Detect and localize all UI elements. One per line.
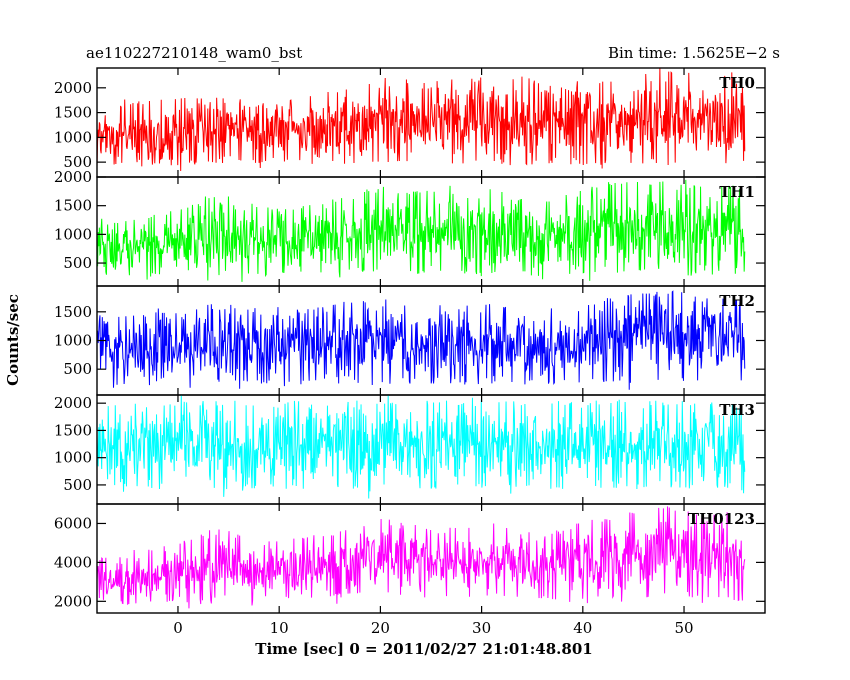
y-tick-label: 500 [63, 476, 92, 494]
x-axis-label: Time [sec] 0 = 2011/02/27 21:01:48.801 [255, 640, 592, 658]
y-tick-label: 1000 [54, 225, 92, 243]
x-tick-label: 50 [674, 619, 693, 637]
series-name-label: TH0 [719, 74, 755, 92]
y-tick-label: 500 [63, 153, 92, 171]
series-line-th3 [96, 394, 746, 499]
y-axis-label: Counts/sec [4, 294, 22, 386]
y-tick-label: 2000 [54, 394, 92, 412]
series-line-th1 [96, 179, 746, 282]
y-tick-label: 1500 [54, 303, 92, 321]
series-name-label: TH1 [719, 183, 755, 201]
y-tick-label: 2000 [54, 592, 92, 610]
y-tick-label: 6000 [54, 514, 92, 532]
x-axis: 0 10 20 30 40 50 [173, 619, 693, 637]
y-tick-label: 500 [63, 360, 92, 378]
panel-frame [96, 503, 766, 614]
x-tick-label: 40 [573, 619, 592, 637]
y-tick-label: 2000 [54, 79, 92, 97]
series-line-th2 [96, 290, 746, 390]
x-tick-label: 10 [270, 619, 289, 637]
x-tick-label: 0 [173, 619, 183, 637]
y-tick-label: 1500 [54, 104, 92, 122]
panel-th3: 500 1000 1500 2000 TH3 [54, 394, 766, 505]
series-name-label: TH2 [719, 292, 755, 310]
y-tick-label: 2000 [54, 168, 92, 186]
panel-th2: 500 1000 1500 TH2 [54, 285, 766, 396]
series-name-label: TH3 [719, 401, 755, 419]
panel-th1: 500 1000 1500 2000 TH1 [54, 168, 766, 287]
chart-title-left: ae110227210148_wam0_bst [86, 44, 302, 62]
y-tick-label: 1500 [54, 197, 92, 215]
y-tick-label: 1000 [54, 332, 92, 350]
y-tick-label: 1000 [54, 128, 92, 146]
series-line-th0123 [96, 506, 746, 609]
series-line-th0 [96, 67, 746, 171]
x-tick-label: 20 [371, 619, 390, 637]
y-tick-label: 500 [63, 254, 92, 272]
x-tick-label: 30 [472, 619, 491, 637]
y-tick-label: 1500 [54, 421, 92, 439]
panel-th0123: 2000 4000 6000 TH0123 [54, 503, 766, 614]
chart-title-right: Bin time: 1.5625E−2 s [608, 44, 780, 62]
panels: 500 1000 1500 2000 TH0 500 1000 1500 2000 TH1 500 1… [54, 67, 766, 614]
y-tick-label: 1000 [54, 449, 92, 467]
panel-th0: 500 1000 1500 2000 TH0 [54, 67, 766, 178]
series-name-label: TH0123 [688, 510, 755, 528]
y-tick-label: 4000 [54, 553, 92, 571]
